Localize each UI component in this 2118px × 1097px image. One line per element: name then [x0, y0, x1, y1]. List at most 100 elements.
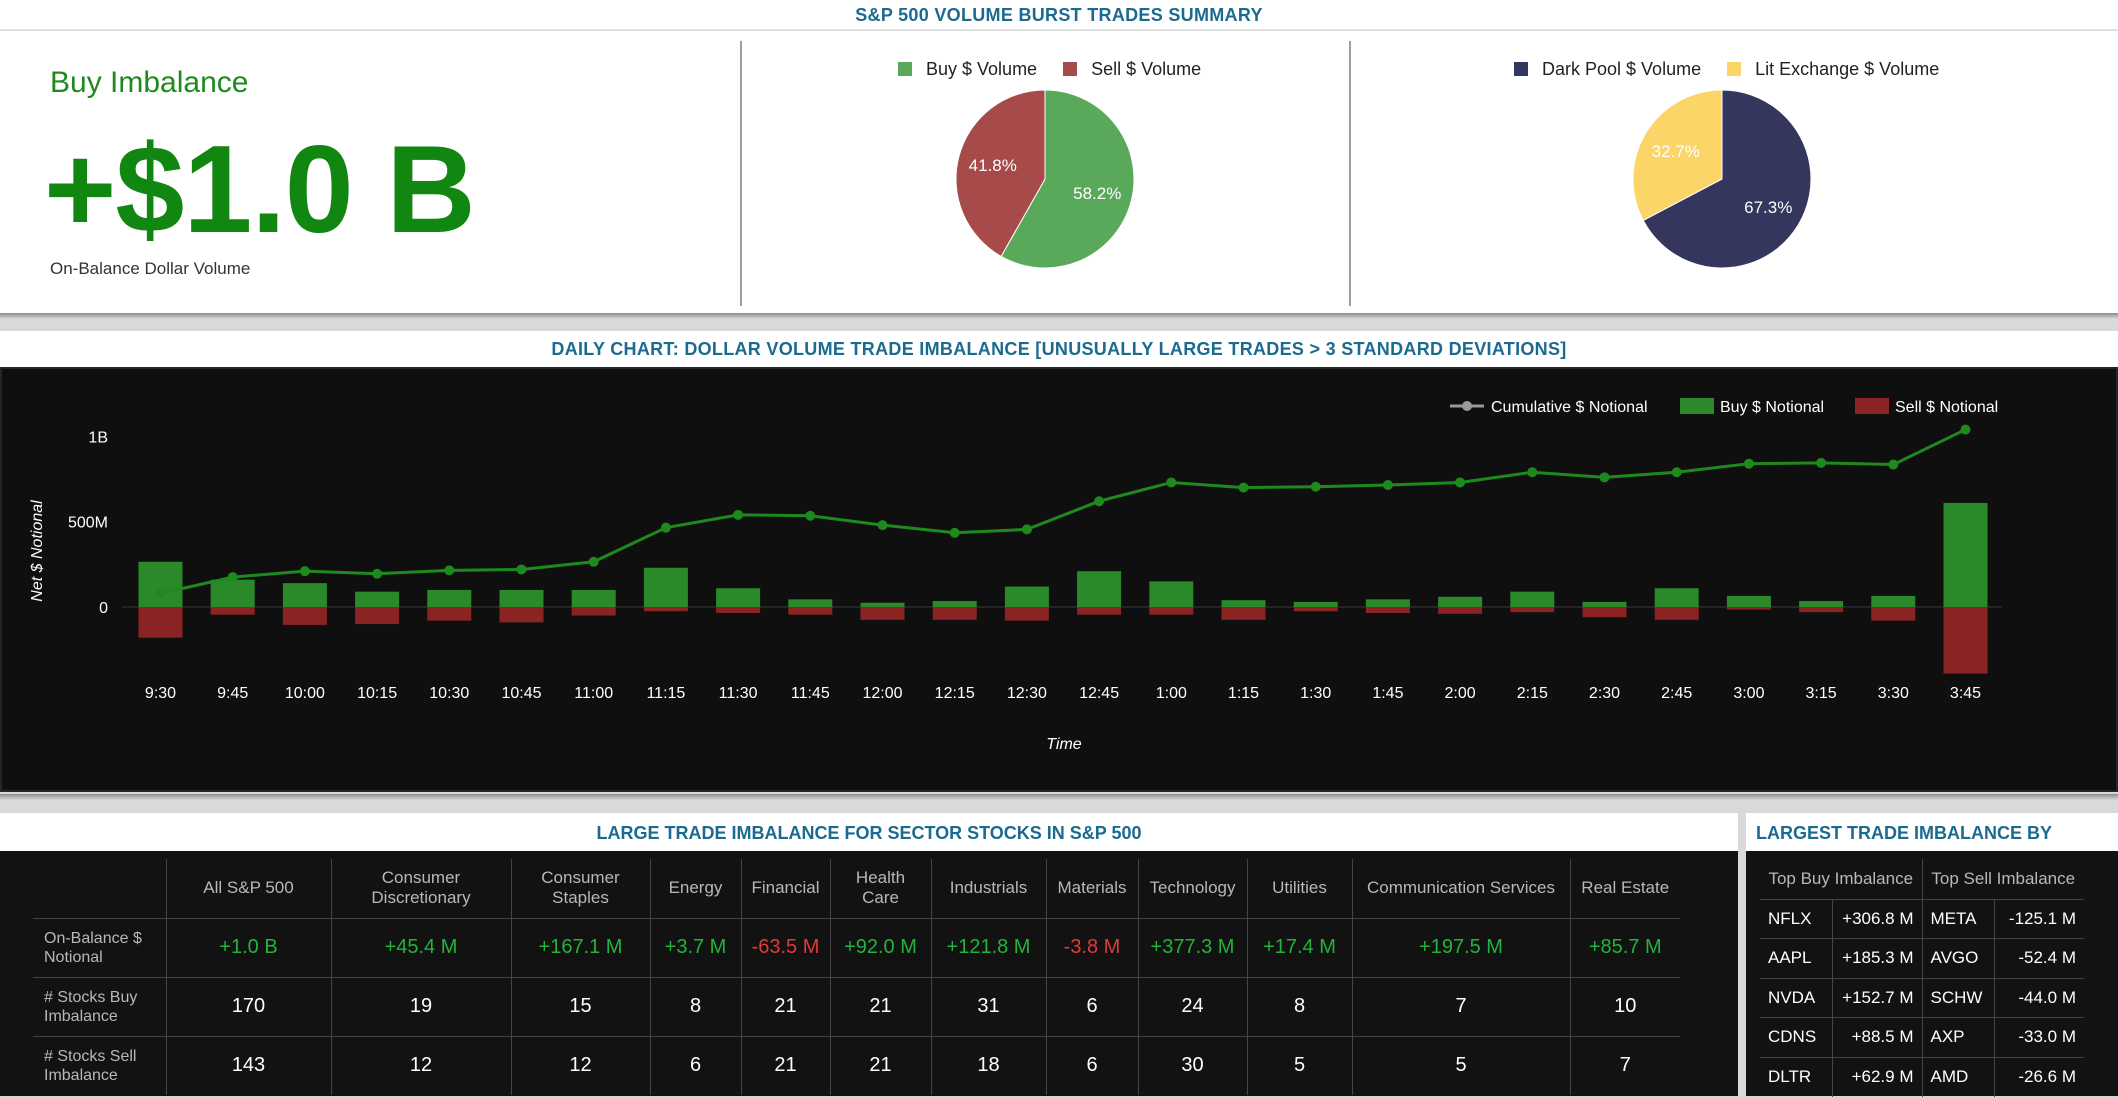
cumulative-point[interactable] — [588, 556, 599, 567]
buy-bar[interactable] — [1365, 599, 1410, 607]
buy-bar[interactable] — [1871, 595, 1916, 607]
buy-bar[interactable] — [1004, 586, 1049, 607]
buy-bar[interactable] — [1077, 571, 1122, 607]
sell-bar[interactable] — [860, 607, 905, 620]
sell-bar[interactable] — [788, 607, 833, 615]
legend-item-dark-pool[interactable]: Dark Pool $ Volume — [1514, 59, 1701, 80]
cumulative-point[interactable] — [1960, 424, 1971, 435]
pie-slice-sell-volume[interactable] — [955, 89, 1046, 258]
cumulative-point[interactable] — [444, 565, 455, 576]
sell-bar[interactable] — [1582, 607, 1627, 618]
cumulative-point[interactable] — [227, 572, 238, 583]
buy-bar[interactable] — [1510, 591, 1555, 607]
sell-bar[interactable] — [355, 607, 400, 625]
buy-bar[interactable] — [499, 589, 544, 607]
sell-bar[interactable] — [1149, 607, 1194, 615]
buy-bar[interactable] — [788, 599, 833, 607]
cumulative-point[interactable] — [877, 520, 888, 531]
table-row[interactable]: AAPL +185.3 M AVGO -52.4 M — [1760, 938, 2084, 978]
buy-bar[interactable] — [1582, 601, 1627, 607]
cumulative-point[interactable] — [1599, 472, 1610, 483]
sector-column-header[interactable]: Real Estate — [1569, 859, 1680, 918]
sell-bar[interactable] — [1871, 607, 1916, 621]
sector-column-header[interactable]: Industrials — [930, 859, 1046, 918]
sell-bar[interactable] — [1654, 607, 1699, 620]
buy-bar[interactable] — [932, 601, 977, 607]
legend-item-cumulative[interactable]: Cumulative $ Notional — [1450, 399, 1648, 416]
cumulative-point[interactable] — [1455, 477, 1466, 488]
buy-bar[interactable] — [1726, 595, 1771, 607]
cumulative-point[interactable] — [155, 588, 166, 599]
sell-bar[interactable] — [1365, 607, 1410, 613]
buy-bar[interactable] — [210, 579, 255, 607]
buy-bar[interactable] — [282, 583, 327, 607]
sell-bar[interactable] — [1438, 607, 1483, 614]
cumulative-point[interactable] — [1238, 482, 1249, 493]
sector-column-header[interactable]: All S&P 500 — [165, 859, 331, 918]
buy-bar[interactable] — [1799, 601, 1844, 607]
cumulative-point[interactable] — [1888, 459, 1899, 470]
cumulative-point[interactable] — [516, 564, 527, 575]
table-row[interactable]: DLTR +62.9 M AMD -26.6 M — [1760, 1056, 2084, 1097]
pie-slice-lit-exchange-volume[interactable] — [1632, 89, 1723, 222]
buy-bar[interactable] — [1438, 596, 1483, 607]
buy-bar[interactable] — [355, 591, 400, 607]
sell-bar[interactable] — [932, 607, 977, 620]
sell-bar[interactable] — [427, 607, 472, 621]
legend-item-lit-exchange[interactable]: Lit Exchange $ Volume — [1727, 59, 1939, 80]
legend-item-sell[interactable]: Sell $ Volume — [1063, 59, 1201, 80]
buy-bar[interactable] — [427, 589, 472, 607]
sell-bar[interactable] — [1004, 607, 1049, 621]
cumulative-point[interactable] — [1310, 481, 1321, 492]
cumulative-point[interactable] — [1094, 496, 1105, 507]
legend-item-sell-notional[interactable]: Sell $ Notional — [1855, 398, 1998, 416]
cumulative-point[interactable] — [372, 568, 383, 579]
buy-bar[interactable] — [1654, 588, 1699, 607]
table-row[interactable]: NVDA +152.7 M SCHW -44.0 M — [1760, 977, 2084, 1018]
sector-column-header[interactable]: Materials — [1045, 859, 1138, 918]
buy-bar[interactable] — [1293, 601, 1338, 607]
sell-bar[interactable] — [1799, 607, 1844, 613]
sector-column-header[interactable]: Utilities — [1246, 859, 1352, 918]
sell-bar[interactable] — [210, 607, 255, 615]
cumulative-point[interactable] — [299, 566, 310, 577]
sector-column-header[interactable]: Communication Services — [1351, 859, 1570, 918]
sell-bar[interactable] — [138, 607, 183, 638]
pie-slice-buy-volume[interactable] — [1000, 89, 1135, 269]
buy-bar[interactable] — [860, 602, 905, 607]
top-sell-header[interactable]: Top Sell Imbalance — [1921, 859, 2084, 899]
sell-bar[interactable] — [499, 607, 544, 623]
buy-bar[interactable] — [1221, 600, 1266, 607]
cumulative-point[interactable] — [660, 522, 671, 533]
legend-item-buy-notional[interactable]: Buy $ Notional — [1680, 398, 1824, 416]
cumulative-point[interactable] — [1382, 480, 1393, 491]
sell-bar[interactable] — [282, 607, 327, 625]
legend-item-buy[interactable]: Buy $ Volume — [898, 59, 1037, 80]
pie-slice-dark-pool-volume[interactable] — [1642, 89, 1812, 269]
sell-bar[interactable] — [1726, 607, 1771, 610]
cumulative-point[interactable] — [1166, 477, 1177, 488]
sell-bar[interactable] — [1221, 607, 1266, 620]
sector-column-header[interactable]: Energy — [649, 859, 741, 918]
top-buy-header[interactable]: Top Buy Imbalance — [1768, 868, 1914, 888]
sector-column-header[interactable]: Consumer Discretionary — [330, 859, 511, 918]
cumulative-point[interactable] — [1743, 458, 1754, 469]
cumulative-point[interactable] — [805, 510, 816, 521]
table-row[interactable]: CDNS +88.5 M AXP -33.0 M — [1760, 1017, 2084, 1057]
sector-column-header[interactable]: Technology — [1137, 859, 1247, 918]
cumulative-point[interactable] — [1671, 467, 1682, 478]
buy-bar[interactable] — [716, 588, 761, 607]
buy-bar[interactable] — [643, 567, 688, 607]
sector-column-header[interactable]: Financial — [740, 859, 830, 918]
sell-bar[interactable] — [716, 607, 761, 613]
sell-bar[interactable] — [643, 607, 688, 612]
table-row[interactable]: NFLX +306.8 M META -125.1 M — [1760, 898, 2084, 939]
cumulative-point[interactable] — [1527, 467, 1538, 478]
sell-bar[interactable] — [1077, 607, 1122, 615]
cumulative-point[interactable] — [1021, 524, 1032, 535]
sector-column-header[interactable]: Health Care — [829, 859, 931, 918]
cumulative-point[interactable] — [1816, 457, 1827, 468]
buy-bar[interactable] — [138, 561, 183, 607]
buy-bar[interactable] — [1943, 502, 1988, 607]
buy-bar[interactable] — [571, 589, 616, 607]
